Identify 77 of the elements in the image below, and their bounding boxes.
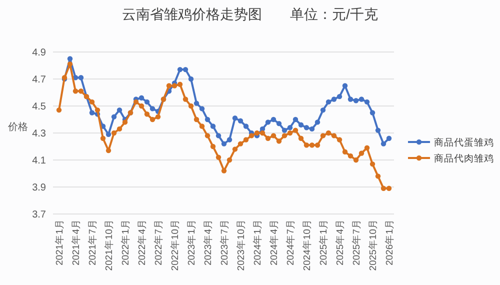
point xyxy=(106,132,112,137)
x-tick-label: 2026年1月 xyxy=(384,219,396,266)
x-tick-label: 2024年7月 xyxy=(284,219,296,266)
y-tick-label: 4.1 xyxy=(32,156,46,166)
point xyxy=(276,120,282,126)
y-tick-label: 4.3 xyxy=(32,128,46,140)
point xyxy=(304,125,310,130)
point xyxy=(199,106,205,112)
chart-title: 云南省雏鸡价格走势图 单位：元/千克 xyxy=(122,6,378,22)
y-tick-label: 3.7 xyxy=(32,210,46,220)
point xyxy=(194,100,200,106)
point xyxy=(221,141,227,146)
point xyxy=(265,120,271,125)
point xyxy=(309,126,315,132)
x-tick-label: 2021年7月 xyxy=(86,219,98,266)
x-tick-label: 2024年10月 xyxy=(301,219,313,271)
point xyxy=(342,83,348,88)
point xyxy=(188,76,194,82)
point xyxy=(298,122,304,128)
x-tick-label: 2023年1月 xyxy=(186,219,198,266)
point xyxy=(314,120,320,125)
point xyxy=(138,95,144,100)
y-tick-label: 3.9 xyxy=(32,182,46,194)
point xyxy=(348,96,354,102)
x-tick-label: 2022年7月 xyxy=(152,219,164,266)
point xyxy=(353,98,359,104)
y-tick-label: 4.5 xyxy=(32,102,46,112)
point xyxy=(326,99,332,105)
point xyxy=(331,96,337,102)
point xyxy=(287,125,293,130)
x-tick-label: 2021年4月 xyxy=(70,219,82,266)
x-tick-label: 2025年1月 xyxy=(318,219,330,266)
point xyxy=(116,107,122,113)
point xyxy=(150,106,156,112)
point xyxy=(358,96,364,102)
x-tick-label: 2022年4月 xyxy=(136,219,148,266)
point xyxy=(182,66,188,72)
point xyxy=(270,116,276,122)
point xyxy=(282,128,288,133)
point xyxy=(210,124,216,129)
x-tick-label: 2022年1月 xyxy=(120,219,132,266)
point xyxy=(111,114,117,120)
legend-label: 商品代蛋雏鸡 xyxy=(434,136,494,148)
point xyxy=(78,75,84,80)
point xyxy=(364,99,370,105)
point xyxy=(380,141,386,146)
point xyxy=(375,128,381,133)
x-tick-label: 2023年10月 xyxy=(235,219,247,271)
x-tick-label: 2024年4月 xyxy=(268,219,280,266)
point xyxy=(320,107,326,113)
y-tick-label: 4.9 xyxy=(32,48,46,58)
y-tick-label: 4.7 xyxy=(32,74,46,86)
x-tick-label: 2024年1月 xyxy=(252,219,264,266)
x-tick-label: 2025年7月 xyxy=(350,219,362,266)
x-tick-label: 2021年10月 xyxy=(103,219,115,271)
point xyxy=(232,116,238,121)
x-tick-label: 2023年7月 xyxy=(218,219,230,266)
x-tick-label: 2022年10月 xyxy=(169,219,181,271)
x-tick-label: 2021年1月 xyxy=(54,219,66,266)
point xyxy=(386,136,392,141)
point xyxy=(238,118,244,124)
x-tick-label: 2023年4月 xyxy=(202,219,214,266)
point xyxy=(216,133,222,138)
point xyxy=(89,110,95,116)
point xyxy=(144,99,150,105)
point xyxy=(177,66,183,72)
point xyxy=(204,116,210,122)
point xyxy=(226,137,232,142)
x-tick-label: 2025年10月 xyxy=(367,219,379,271)
legend-label: 商品代肉雏鸡 xyxy=(434,152,494,164)
point xyxy=(67,56,73,62)
point xyxy=(336,94,342,100)
point xyxy=(292,116,298,122)
x-tick-label: 2025年4月 xyxy=(334,219,346,266)
point xyxy=(243,124,249,129)
y-axis-title: 价格 xyxy=(7,121,28,133)
point xyxy=(370,110,376,116)
